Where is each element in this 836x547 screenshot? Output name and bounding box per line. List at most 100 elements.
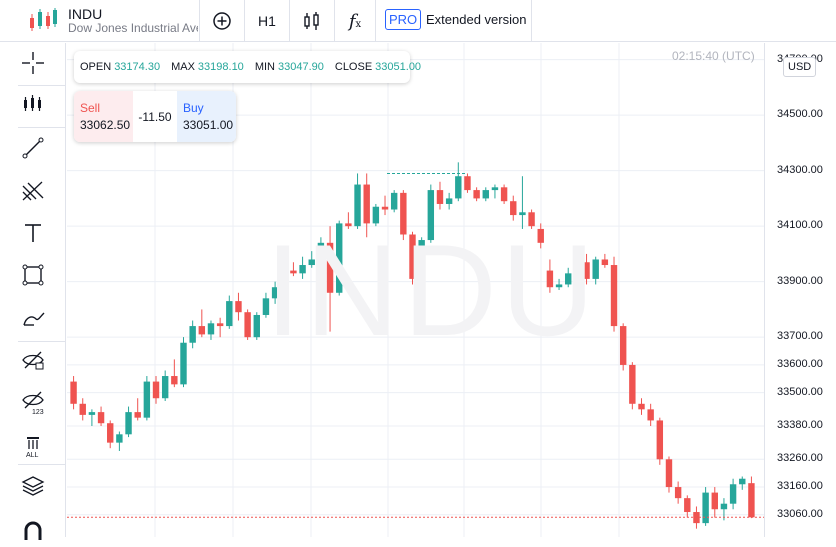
candle[interactable]: [409, 231, 416, 285]
candle[interactable]: [519, 176, 526, 229]
hide-values-tool[interactable]: 123: [20, 384, 66, 420]
price-scale[interactable]: 34700.0034500.0034300.0034100.0033900.00…: [764, 43, 836, 537]
candle[interactable]: [180, 337, 187, 388]
buy-button[interactable]: Buy 33051.00: [177, 91, 236, 142]
candle[interactable]: [308, 251, 315, 268]
candle[interactable]: [198, 309, 206, 338]
candle[interactable]: [739, 476, 746, 490]
candle[interactable]: [702, 487, 709, 526]
crosshair-tool[interactable]: [20, 45, 66, 81]
candle[interactable]: [244, 309, 251, 340]
brush-tool[interactable]: [20, 300, 66, 336]
sell-price: 33062.50: [80, 118, 131, 132]
candle[interactable]: [171, 359, 178, 388]
candle[interactable]: [729, 478, 737, 510]
extended-version-link[interactable]: Extended version: [426, 12, 527, 27]
candle[interactable]: [418, 237, 425, 290]
layers-tool[interactable]: [20, 468, 66, 504]
candle[interactable]: [427, 184, 435, 243]
candle[interactable]: [619, 323, 627, 371]
delete-all-tool[interactable]: ALL: [20, 428, 66, 464]
candle[interactable]: [601, 253, 609, 268]
candle[interactable]: [546, 259, 554, 293]
indicators-button[interactable]: fx: [335, 0, 375, 42]
candle[interactable]: [345, 212, 352, 229]
candle[interactable]: [79, 398, 86, 421]
candle[interactable]: [363, 173, 370, 238]
candle[interactable]: [372, 203, 380, 227]
candle[interactable]: [629, 362, 636, 410]
candle[interactable]: [647, 403, 654, 426]
candle[interactable]: [226, 295, 233, 329]
pro-badge[interactable]: PRO: [385, 9, 422, 30]
timeframe-button[interactable]: H1: [258, 13, 276, 29]
candle[interactable]: [684, 495, 691, 518]
candle[interactable]: [381, 195, 389, 216]
candle[interactable]: [473, 187, 480, 202]
candle[interactable]: [88, 409, 96, 426]
trendline-tool[interactable]: [20, 130, 66, 166]
candle[interactable]: [510, 195, 517, 221]
candle[interactable]: [152, 376, 160, 404]
candle[interactable]: [638, 398, 645, 415]
candle[interactable]: [161, 370, 169, 402]
candle[interactable]: [464, 173, 471, 193]
candle[interactable]: [445, 192, 453, 210]
candle[interactable]: [436, 181, 444, 210]
candle[interactable]: [116, 431, 123, 451]
candle[interactable]: [336, 220, 343, 296]
candle[interactable]: [720, 498, 728, 521]
candle[interactable]: [107, 420, 114, 449]
candle[interactable]: [253, 312, 260, 340]
candle[interactable]: [748, 476, 755, 519]
candle[interactable]: [482, 187, 489, 202]
candle[interactable]: [97, 406, 105, 426]
candle[interactable]: [400, 190, 407, 241]
magnet-tool[interactable]: [20, 511, 66, 547]
candle[interactable]: [326, 226, 334, 332]
candle[interactable]: [574, 251, 581, 279]
candle[interactable]: [565, 267, 572, 288]
candle[interactable]: [354, 173, 361, 229]
candle-body: [491, 187, 499, 191]
candle[interactable]: [711, 487, 718, 518]
candle[interactable]: [262, 292, 270, 318]
fib-tool[interactable]: [20, 173, 66, 209]
chart-type-button[interactable]: [290, 0, 334, 42]
candle[interactable]: [491, 184, 499, 199]
text-tool[interactable]: [20, 215, 66, 251]
compare-button[interactable]: [200, 0, 244, 42]
indicators-tool[interactable]: [20, 86, 66, 122]
candle[interactable]: [235, 292, 242, 321]
candle[interactable]: [583, 253, 590, 285]
candle[interactable]: [390, 190, 398, 213]
symbol-name[interactable]: INDU: [68, 6, 103, 22]
rectangle-tool[interactable]: [20, 257, 66, 293]
candle[interactable]: [317, 237, 325, 263]
candle[interactable]: [70, 376, 77, 410]
candle[interactable]: [665, 456, 673, 493]
hide-drawings-tool[interactable]: [20, 342, 66, 378]
candle[interactable]: [299, 256, 306, 279]
candle[interactable]: [281, 267, 288, 293]
candle[interactable]: [610, 256, 618, 332]
candle[interactable]: [592, 256, 599, 285]
candle[interactable]: [555, 278, 563, 290]
candle[interactable]: [143, 376, 151, 421]
candle[interactable]: [674, 481, 682, 504]
candle[interactable]: [656, 417, 664, 465]
candle[interactable]: [134, 398, 141, 421]
candle[interactable]: [216, 317, 224, 338]
candle[interactable]: [528, 209, 535, 229]
candle[interactable]: [125, 406, 132, 438]
currency-button[interactable]: USD: [783, 57, 817, 77]
candle[interactable]: [455, 162, 462, 202]
sell-button[interactable]: Sell 33062.50: [74, 91, 133, 142]
candle[interactable]: [500, 184, 508, 204]
candle[interactable]: [537, 223, 544, 249]
layers-icon: [21, 476, 45, 496]
candle[interactable]: [290, 262, 297, 277]
candle[interactable]: [207, 320, 215, 340]
candle[interactable]: [271, 281, 279, 304]
candle[interactable]: [189, 320, 196, 349]
